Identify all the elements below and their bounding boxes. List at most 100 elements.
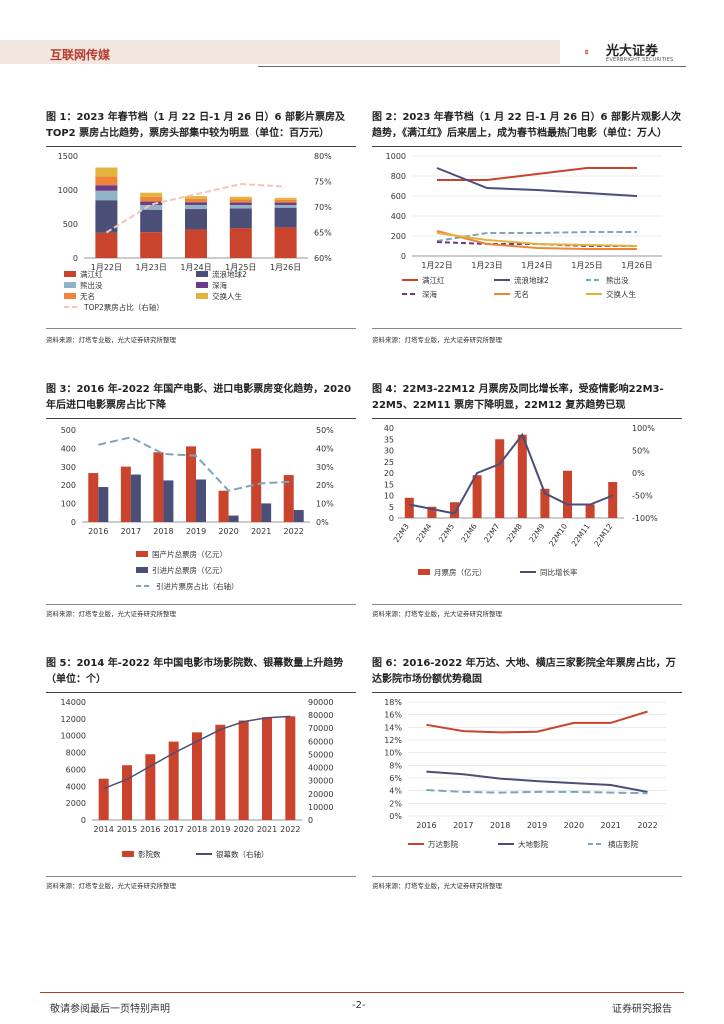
bar-深海 xyxy=(95,185,118,191)
bar-引进片总票房（亿元） xyxy=(261,503,272,522)
figure-title: 图 4：22M3-22M12 月票房及同比增长率，受疫情影响22M3-22M5、… xyxy=(372,384,664,411)
y-tick-label: 600 xyxy=(391,192,406,201)
bar-熊出没 xyxy=(229,204,252,209)
y-tick-label: 18% xyxy=(384,698,402,707)
legend-label: 大地影院 xyxy=(518,839,548,849)
y2-tick-label: 75% xyxy=(314,178,332,187)
y2-tick-label: 80% xyxy=(314,152,332,161)
legend-label: 深海 xyxy=(212,280,227,290)
x-tick-label: 2018 xyxy=(490,821,510,830)
bar-monthly-box-office xyxy=(495,439,505,518)
chart-2: 0 200 400 600 800 1000 1月22日 1月23日 1月24日 1月25日 1月2… xyxy=(386,152,662,299)
x-tick-label: 22M3 xyxy=(392,522,411,544)
legend-label: 国产片总票房（亿元） xyxy=(152,549,227,559)
bar-深海 xyxy=(229,202,252,205)
y2-tick-label: 50% xyxy=(632,447,650,456)
bar-monthly-box-office xyxy=(540,488,550,518)
y2-tick-label: 30% xyxy=(316,463,334,472)
y-tick-label: 25 xyxy=(384,458,394,467)
x-tick-label: 2020 xyxy=(233,825,253,834)
x-tick-label: 2016 xyxy=(416,821,436,830)
legend-label: 满江红 xyxy=(80,269,103,279)
y2-tick-label: 10% xyxy=(316,500,334,509)
page-header: 互联网传媒 光大证券 EVERBRIGHT SECURITIES xyxy=(0,0,724,72)
x-tick-label: 1月23日 xyxy=(136,263,167,272)
chart-5: 0 2000 4000 6000 8000 10000 12000 14000 0 10000 20… xyxy=(61,698,334,859)
x-tick-label: 2018 xyxy=(187,825,207,834)
y-tick-label: 12% xyxy=(384,736,402,745)
y-tick-label: 40 xyxy=(384,424,394,433)
bar-monthly-box-office xyxy=(450,502,459,518)
legend-label: 引进片总票房（亿元） xyxy=(152,565,227,575)
bar-交换人生 xyxy=(95,167,118,177)
x-tick-label: 1月25日 xyxy=(225,263,256,272)
y2-tick-label: 0 xyxy=(308,816,313,825)
bar-cinema-count xyxy=(262,717,272,820)
figure-5: 图 5：2014 年-2022 年中国电影市场影院数、银幕数量上升趋势（单位：个… xyxy=(46,656,356,896)
y-tick-label: 10% xyxy=(384,749,402,758)
legend-swatch xyxy=(64,271,76,277)
legend-label: 深海 xyxy=(422,289,437,299)
y2-tick-label: 20000 xyxy=(308,790,333,799)
x-tick-label: 2022 xyxy=(284,527,304,536)
bar-流浪地球2 xyxy=(274,207,297,228)
bar-monthly-box-office xyxy=(563,470,572,518)
y-tick-label: 2000 xyxy=(66,799,86,808)
chart-1: 0 500 1000 1500 60% 65% 70% 75% 80% 1月22日 1月23日 1月2… xyxy=(58,152,333,312)
y-tick-label: 200 xyxy=(61,481,76,490)
x-tick-label: 22M4 xyxy=(414,522,433,544)
legend-swatch xyxy=(196,282,208,288)
y2-tick-label: 70% xyxy=(314,203,332,212)
y2-tick-label: 40000 xyxy=(308,764,333,773)
y-tick-label: 500 xyxy=(63,220,78,229)
series-line-交换人生 xyxy=(436,232,638,247)
x-tick-label: 2019 xyxy=(527,821,547,830)
figure-source: 资料来源：灯塔专业版，光大证券研究所整理 xyxy=(46,882,176,890)
y-tick-label: 14% xyxy=(384,723,402,732)
bar-cinema-count xyxy=(238,720,249,820)
y2-tick-label: 50000 xyxy=(308,750,333,759)
y2-tick-label: 20% xyxy=(316,481,334,490)
legend-label: 横店影院 xyxy=(608,839,638,849)
y-tick-label: 1000 xyxy=(386,152,406,161)
series-line-流浪地球2 xyxy=(436,167,638,197)
bar-无名 xyxy=(140,196,163,202)
x-tick-label: 2018 xyxy=(153,527,173,536)
bar-交换人生 xyxy=(185,196,207,199)
bar-monthly-box-office xyxy=(585,504,595,518)
y-tick-label: 300 xyxy=(61,463,76,472)
bar-熊出没 xyxy=(140,204,163,210)
x-tick-label: 22M11 xyxy=(570,522,592,548)
series-line-无名 xyxy=(436,230,637,250)
y-tick-label: 200 xyxy=(391,232,406,241)
bar-流浪地球2 xyxy=(140,209,163,233)
bar-熊出没 xyxy=(95,190,118,201)
y-tick-label: 5 xyxy=(389,503,394,512)
legend-label: 万达影院 xyxy=(428,839,458,849)
x-tick-label: 2022 xyxy=(637,821,657,830)
x-tick-label: 22M5 xyxy=(437,522,456,544)
x-tick-label: 2019 xyxy=(186,527,206,536)
figure-2: 图 2：2023 年春节档（1 月 22 日-1 月 26 日）6 部影片观影人… xyxy=(372,110,682,350)
bar-流浪地球2 xyxy=(185,209,207,230)
y-tick-label: 10 xyxy=(384,492,394,501)
figure-source: 资料来源：灯塔专业版，光大证券研究所整理 xyxy=(46,610,176,618)
x-tick-label: 22M12 xyxy=(592,522,614,548)
legend-swatch xyxy=(136,567,148,573)
bar-引进片总票房（亿元） xyxy=(228,515,239,522)
bar-cinema-count xyxy=(215,724,226,820)
legend-swatch xyxy=(64,293,76,299)
bar-引进片总票房（亿元） xyxy=(98,487,109,522)
x-tick-label: 2020 xyxy=(564,821,584,830)
legend-label: 同比增长率 xyxy=(540,567,578,577)
line-screen-count xyxy=(103,715,291,790)
bar-cinema-count xyxy=(168,741,179,820)
y-tick-label: 100 xyxy=(61,500,76,509)
section-label: 互联网传媒 xyxy=(50,48,111,62)
x-tick-label: 2016 xyxy=(88,527,108,536)
bar-cinema-count xyxy=(192,732,202,820)
y-tick-label: 10000 xyxy=(61,732,86,741)
series-line-熊出没 xyxy=(436,231,637,242)
footer-rule xyxy=(40,992,684,993)
y2-tick-label: 90000 xyxy=(308,698,333,707)
